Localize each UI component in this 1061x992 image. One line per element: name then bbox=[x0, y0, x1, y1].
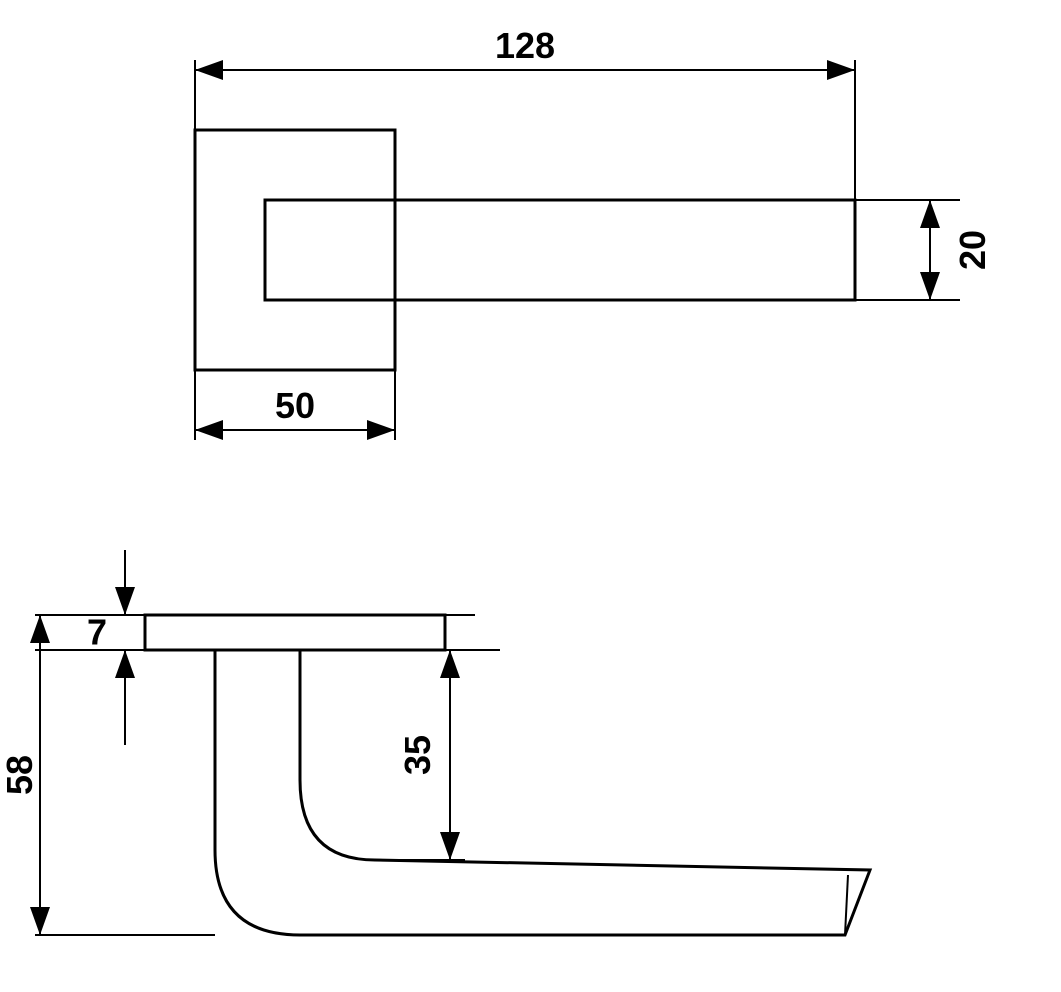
dim-128: 128 bbox=[495, 25, 555, 66]
dim-58: 58 bbox=[0, 755, 40, 795]
dim-20: 20 bbox=[952, 230, 993, 270]
dim-7: 7 bbox=[87, 612, 107, 653]
dim-35: 35 bbox=[397, 735, 438, 775]
dim-50: 50 bbox=[275, 385, 315, 426]
